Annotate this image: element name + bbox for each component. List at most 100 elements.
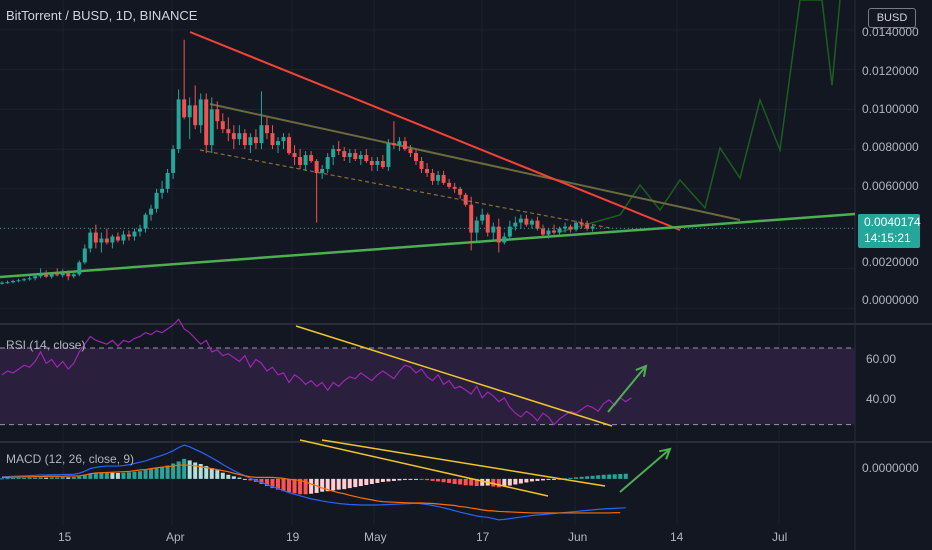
candle-body — [132, 231, 137, 237]
candle-body — [436, 174, 441, 181]
macd-histogram-bar — [469, 478, 474, 486]
macd-histogram-bar — [402, 478, 407, 480]
candle-body — [353, 153, 358, 160]
macd-histogram-bar — [325, 478, 330, 492]
candle-body — [314, 161, 319, 173]
macd-histogram-bar — [331, 478, 336, 491]
macd-histogram-bar — [447, 478, 452, 483]
macd-histogram-bar — [342, 478, 347, 490]
macd-histogram-bar — [414, 478, 418, 480]
candle-body — [419, 161, 424, 169]
candle-body — [447, 182, 452, 187]
macd-histogram-bar — [309, 478, 314, 494]
candle-body — [176, 99, 181, 150]
candle-body — [44, 274, 49, 277]
candle-body — [71, 274, 76, 277]
macd-histogram-bar — [623, 473, 628, 479]
currency-badge[interactable]: BUSD — [868, 8, 916, 28]
candle-body — [502, 236, 507, 243]
candle-body — [552, 230, 556, 233]
candle-body — [182, 99, 187, 118]
signal-line — [2, 464, 621, 514]
macd-histogram-bar — [491, 478, 496, 487]
candle-body — [320, 168, 325, 173]
candle-body — [115, 236, 120, 241]
macd-histogram-bar — [540, 478, 545, 481]
candle-body — [220, 121, 225, 130]
price-tick-label: 0.0140000 — [862, 25, 919, 39]
candle-body — [27, 278, 32, 280]
macd-histogram-bar — [502, 478, 507, 487]
macd-legend: MACD (12, 26, close, 9) — [6, 452, 135, 466]
candle-body — [380, 161, 385, 167]
rsi-tick-label: 40.00 — [866, 392, 897, 406]
candle-body — [474, 220, 479, 233]
macd-histogram-bar — [298, 478, 303, 495]
candle-countdown: 14:15:21 — [864, 231, 911, 245]
macd-histogram-bar — [16, 477, 21, 479]
macd-histogram-bar — [347, 478, 352, 489]
candle-body — [491, 226, 496, 233]
candle-body — [209, 109, 214, 146]
macd-histogram-bar — [0, 478, 4, 480]
macd-histogram-bar — [198, 464, 203, 479]
macd-histogram-bar — [264, 478, 269, 487]
candle-body — [104, 238, 109, 243]
candle-body — [546, 230, 551, 235]
macd-histogram-bar — [524, 478, 529, 483]
macd-histogram-bar — [353, 478, 358, 488]
candle-body — [342, 151, 347, 158]
price-tick-label: 0.0000000 — [862, 293, 919, 307]
macd-trendline — [299, 439, 549, 497]
candle-body — [198, 99, 203, 126]
candle-body — [264, 125, 269, 134]
candle-body — [425, 168, 430, 173]
candle-body — [60, 273, 65, 276]
candle-body — [82, 248, 87, 263]
macd-histogram-bar — [71, 477, 76, 479]
macd-histogram-bar — [557, 478, 562, 480]
candle-body — [33, 276, 38, 279]
macd-histogram-bar — [160, 467, 165, 479]
macd-histogram-bar — [22, 477, 27, 479]
x-tick-label: Jul — [772, 530, 788, 544]
macd-histogram-bar — [552, 478, 556, 480]
candle-body — [281, 137, 286, 142]
x-tick-label: Apr — [166, 530, 185, 544]
macd-histogram-bar — [182, 458, 187, 479]
candle-body — [585, 224, 590, 229]
macd-histogram-bar — [110, 472, 115, 479]
candle-body — [540, 228, 545, 235]
last-price-label: 0.0040174 14:15:21 — [858, 214, 921, 248]
candle-body — [0, 282, 4, 284]
macd-histogram-bar — [248, 478, 253, 481]
candle-body — [397, 141, 402, 146]
macd-histogram-bar — [364, 478, 369, 486]
macd-histogram-bar — [463, 478, 468, 486]
candle-body — [347, 153, 352, 158]
macd-histogram-bar — [99, 472, 104, 479]
macd-histogram-bar — [292, 478, 297, 494]
candle-body — [452, 186, 457, 189]
candle-body — [11, 281, 16, 283]
macd-histogram-bar — [568, 477, 573, 479]
macd-histogram-bar — [215, 470, 220, 479]
candle-body — [237, 133, 242, 140]
macd-histogram-bar — [441, 478, 446, 483]
chart-title: BitTorrent / BUSD, 1D, BINANCE — [6, 8, 198, 23]
candle-body — [22, 279, 27, 281]
candle-body — [480, 214, 485, 221]
macd-histogram-bar — [496, 478, 501, 488]
candle-body — [93, 232, 98, 243]
candle-body — [469, 204, 474, 233]
macd-histogram-bar — [165, 465, 170, 479]
macd-histogram-bar — [590, 475, 595, 479]
candle-body — [364, 155, 369, 161]
candle-body — [430, 172, 435, 181]
candle-body — [414, 153, 418, 161]
macd-histogram-bar — [419, 478, 424, 480]
candle-body — [458, 188, 463, 195]
candle-body — [126, 234, 131, 237]
macd-histogram-bar — [601, 474, 606, 479]
